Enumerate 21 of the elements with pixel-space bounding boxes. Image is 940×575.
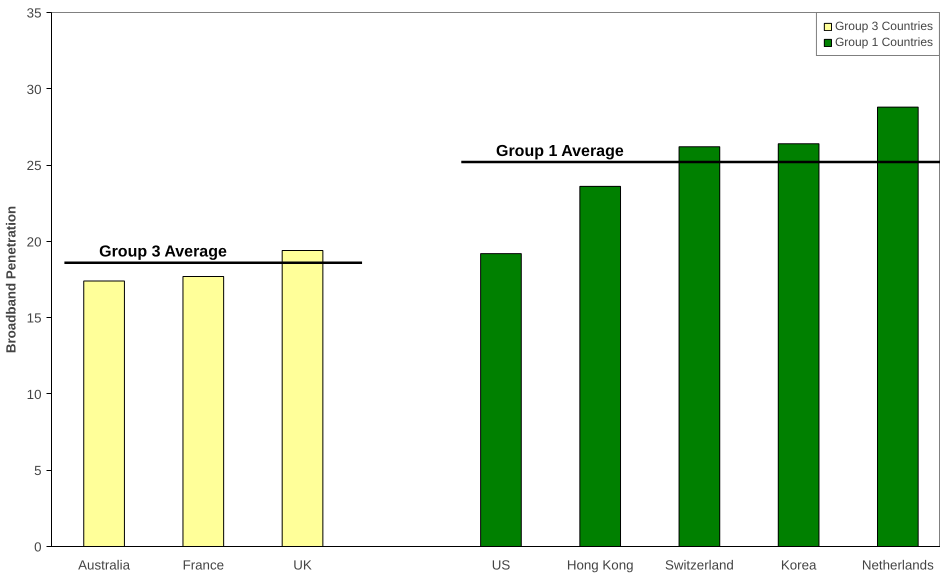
ref-line-label: Group 1 Average — [496, 143, 624, 160]
x-tick-label: Korea — [780, 558, 817, 572]
y-tick-label: 15 — [26, 310, 42, 326]
x-tick-label: US — [492, 558, 510, 572]
y-tick-label: 25 — [26, 158, 42, 174]
y-axis-title: Broadband Penetration — [4, 206, 19, 354]
x-tick-label: Australia — [78, 558, 131, 572]
y-tick-label: 35 — [26, 6, 42, 20]
x-tick-label: Netherlands — [862, 558, 934, 572]
legend-label: Group 1 Countries — [834, 35, 933, 49]
y-tick-label: 20 — [26, 234, 42, 250]
x-tick-label: France — [182, 558, 224, 572]
ref-line-label: Group 3 Average — [99, 244, 227, 261]
y-tick-label: 0 — [34, 540, 42, 554]
x-tick-label: Switzerland — [664, 558, 734, 572]
x-tick-label: UK — [293, 558, 312, 572]
y-tick-label: 10 — [26, 386, 42, 402]
x-tick-label: Hong Kong — [566, 558, 634, 572]
y-tick-label: 30 — [26, 82, 42, 97]
y-tick-label: 5 — [34, 463, 42, 478]
legend-label: Group 3 Countries — [834, 19, 933, 33]
